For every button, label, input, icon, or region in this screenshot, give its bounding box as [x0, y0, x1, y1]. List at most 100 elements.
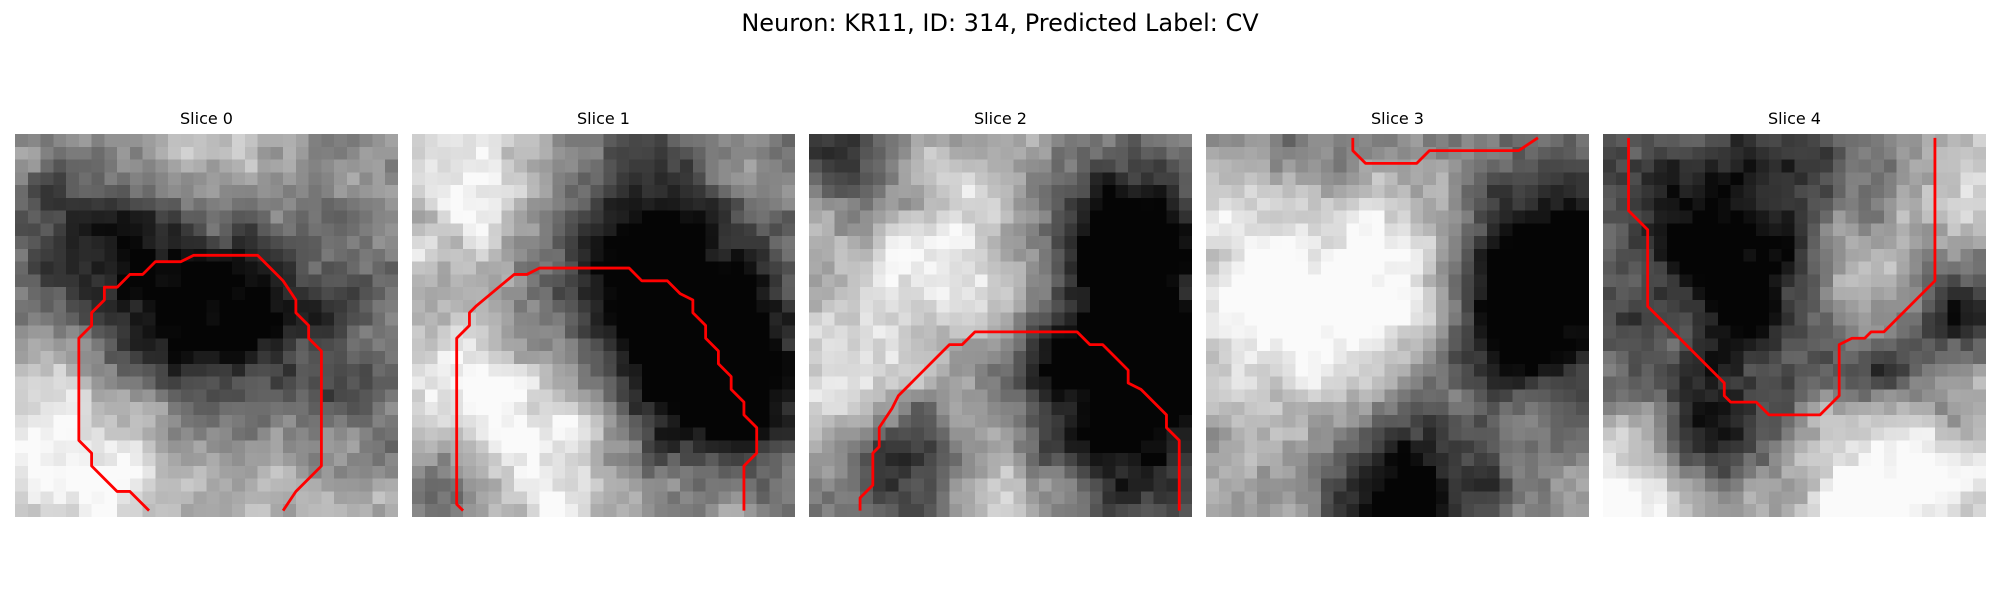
- pixel: [1883, 172, 1897, 186]
- pixel: [15, 414, 29, 428]
- pixel: [718, 172, 732, 186]
- pixel: [1000, 312, 1014, 326]
- pixel: [743, 491, 757, 505]
- pixel: [437, 248, 451, 262]
- pixel: [40, 287, 54, 301]
- pixel: [1153, 453, 1167, 467]
- pixel: [1320, 325, 1334, 339]
- pixel: [168, 159, 182, 173]
- pixel: [834, 223, 848, 237]
- pixel: [1934, 325, 1948, 339]
- pixel: [654, 478, 668, 492]
- pixel: [1666, 287, 1680, 301]
- pixel: [577, 504, 591, 517]
- pixel: [756, 248, 770, 262]
- pixel: [1423, 402, 1437, 416]
- pixel: [1115, 299, 1129, 313]
- pixel: [40, 172, 54, 186]
- pixel: [1768, 172, 1782, 186]
- pixel: [1820, 172, 1834, 186]
- pixel: [1051, 453, 1065, 467]
- pixel: [385, 325, 398, 339]
- pixel: [1089, 210, 1103, 224]
- pixel: [1499, 274, 1513, 288]
- pixel: [860, 440, 874, 454]
- pixel: [1666, 465, 1680, 479]
- pixel: [898, 453, 912, 467]
- pixel: [603, 363, 617, 377]
- pixel: [1512, 261, 1526, 275]
- pixel: [1166, 376, 1180, 390]
- pixel: [769, 453, 783, 467]
- pixel: [911, 172, 925, 186]
- pixel: [1499, 325, 1513, 339]
- pixel: [295, 376, 309, 390]
- pixel: [1333, 236, 1347, 250]
- pixel: [847, 236, 861, 250]
- pixel: [1934, 236, 1948, 250]
- pixel: [1102, 363, 1116, 377]
- pixel: [1666, 504, 1680, 517]
- pixel: [1730, 402, 1744, 416]
- pixel: [1153, 338, 1167, 352]
- pixel: [1128, 427, 1142, 441]
- pixel: [117, 185, 131, 199]
- pixel: [756, 363, 770, 377]
- pixel: [1359, 248, 1373, 262]
- pixel: [1499, 402, 1513, 416]
- pixel: [1807, 465, 1821, 479]
- pixel: [168, 440, 182, 454]
- pixel: [809, 299, 823, 313]
- pixel: [1244, 325, 1258, 339]
- pixel: [616, 223, 630, 237]
- pixel: [168, 363, 182, 377]
- pixel: [1960, 440, 1974, 454]
- pixel: [1730, 427, 1744, 441]
- pixel: [1423, 465, 1437, 479]
- pixel: [974, 338, 988, 352]
- pixel: [321, 414, 335, 428]
- pixel: [66, 440, 80, 454]
- pixel: [1871, 363, 1885, 377]
- pixel: [1000, 453, 1014, 467]
- pixel: [1179, 414, 1192, 428]
- pixel: [1218, 325, 1232, 339]
- pixel: [1871, 287, 1885, 301]
- pixel: [1295, 389, 1309, 403]
- pixel: [667, 363, 681, 377]
- pixel: [1960, 236, 1974, 250]
- pixel: [1423, 172, 1437, 186]
- pixel: [1115, 223, 1129, 237]
- pixel: [1461, 210, 1475, 224]
- pixel: [1679, 504, 1693, 517]
- pixel: [1295, 491, 1309, 505]
- pixel: [1717, 223, 1731, 237]
- segmentation-contour: [1351, 136, 1539, 165]
- pixel: [1000, 261, 1014, 275]
- pixel: [1845, 159, 1859, 173]
- pixel: [463, 376, 477, 390]
- pixel: [1064, 363, 1078, 377]
- pixel: [475, 389, 489, 403]
- pixel: [1102, 274, 1116, 288]
- pixel: [475, 402, 489, 416]
- pixel: [1435, 223, 1449, 237]
- pixel: [731, 134, 745, 148]
- pixel: [1089, 504, 1103, 517]
- pixel: [1781, 223, 1795, 237]
- pixel: [40, 376, 54, 390]
- pixel: [129, 172, 143, 186]
- pixel: [1537, 261, 1551, 275]
- slice-panel-2: Slice 2: [809, 108, 1192, 517]
- pixel: [385, 210, 398, 224]
- pixel: [1051, 338, 1065, 352]
- pixel: [782, 453, 795, 467]
- pixel: [1525, 504, 1539, 517]
- pixel: [962, 210, 976, 224]
- pixel: [15, 287, 29, 301]
- pixel: [346, 248, 360, 262]
- pixel: [117, 299, 131, 313]
- pixel: [616, 351, 630, 365]
- pixel: [450, 146, 464, 160]
- pixel: [1346, 351, 1360, 365]
